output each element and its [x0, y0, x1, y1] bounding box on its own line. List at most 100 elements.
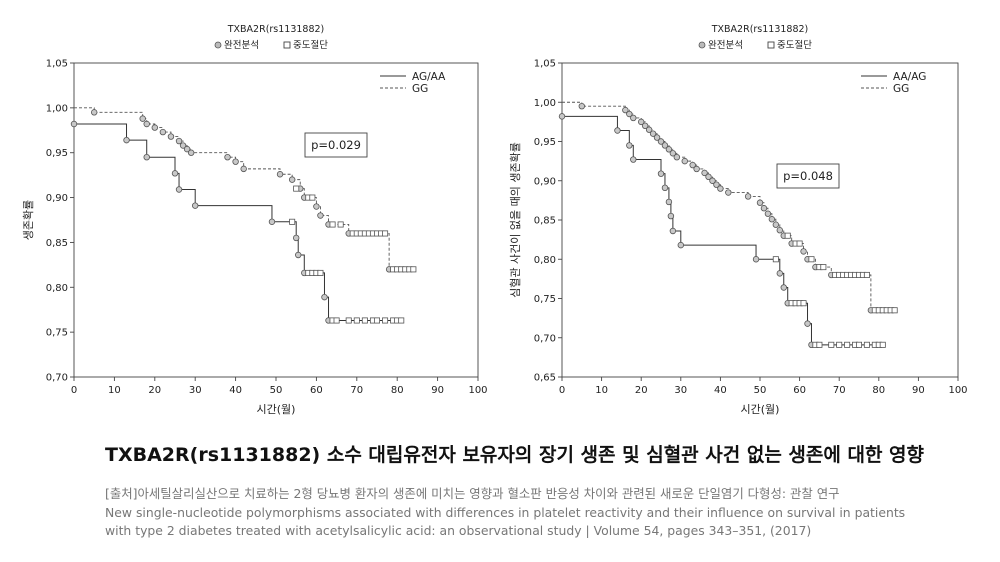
legend-series-label: GG: [412, 83, 428, 95]
legend-censored-label: 중도절단: [777, 39, 812, 51]
censored-point: [796, 240, 803, 247]
complete-point: [637, 118, 645, 126]
y-tick-label: 1,05: [534, 59, 556, 70]
complete-point: [313, 203, 320, 210]
x-tick-label: 100: [468, 385, 487, 396]
x-tick-label: 100: [948, 385, 967, 396]
complete-point: [661, 142, 669, 149]
complete-point: [665, 198, 673, 206]
complete-point: [159, 128, 167, 136]
censored-marker-icon: [767, 41, 775, 49]
complete-point: [772, 221, 780, 228]
complete-point: [295, 251, 302, 259]
x-tick-label: 70: [833, 385, 846, 396]
censored-point: [863, 271, 870, 278]
y-axis-label: 심혈관 사건이 없을 때의 생존확률: [508, 142, 522, 298]
censored-point: [836, 341, 843, 348]
complete-point: [752, 256, 760, 263]
x-tick-label: 70: [350, 385, 363, 396]
complete-point: [657, 138, 665, 145]
censored-point: [337, 221, 344, 228]
series-line-minor: [562, 115, 883, 346]
complete-point: [665, 146, 673, 153]
y-tick-label: 0,85: [46, 238, 68, 249]
complete-point: [768, 216, 776, 223]
plot-area: [73, 62, 479, 378]
y-tick-label: 0,90: [534, 176, 556, 187]
x-tick-label: 20: [148, 385, 161, 396]
censored-point: [345, 317, 352, 324]
censored-point: [382, 230, 389, 237]
complete-point: [756, 199, 764, 206]
complete-point: [800, 248, 807, 255]
complete-point: [224, 153, 231, 161]
complete-point: [175, 186, 183, 193]
censored-point: [844, 341, 851, 348]
legend-complete-label: 완전분석: [708, 40, 743, 51]
x-tick-label: 10: [595, 385, 608, 396]
complete-point: [614, 127, 621, 134]
censored-point: [879, 341, 886, 348]
complete-point: [677, 241, 684, 249]
x-axis-label: 시간(월): [257, 403, 296, 416]
complete-point: [653, 134, 661, 141]
legend-series-label: AA/AG: [893, 71, 926, 83]
complete-point: [70, 120, 78, 128]
complete-point: [689, 161, 696, 169]
y-tick-label: 0,90: [46, 193, 68, 204]
x-tick-label: 40: [714, 385, 727, 396]
y-tick-label: 0,75: [534, 294, 556, 305]
x-tick-label: 10: [108, 385, 121, 396]
censored-point: [891, 307, 898, 314]
p-value-label: p=0.029: [311, 138, 361, 152]
source-line: [출처]아세틸살리실산으로 치료하는 2형 당뇨병 환자의 생존에 미치는 영향…: [105, 486, 840, 501]
censored-point: [784, 232, 791, 239]
complete-point: [717, 185, 724, 192]
complete-point: [139, 115, 146, 122]
complete-point: [268, 218, 276, 225]
censored-point: [333, 317, 340, 324]
complete-point: [171, 170, 179, 177]
complete-point: [317, 212, 324, 219]
complete-point: [744, 193, 752, 200]
complete-point: [669, 150, 677, 157]
p-value-box: [776, 163, 840, 189]
censored-point: [382, 317, 389, 324]
complete-point: [293, 234, 300, 242]
complete-point: [143, 120, 150, 128]
y-tick-label: 0,85: [534, 216, 556, 227]
y-tick-label: 1,05: [46, 59, 68, 70]
censored-point: [828, 341, 835, 348]
complete-point: [167, 133, 175, 140]
complete-point: [776, 270, 783, 277]
y-tick-label: 0,70: [46, 373, 68, 384]
legend-complete-label: 완전분석: [224, 40, 259, 51]
complete-point: [701, 169, 708, 177]
censored-marker-icon: [283, 41, 291, 49]
censored-point: [317, 269, 324, 276]
km-plot-left: TXBA2R(rs1131882) 완전분석 중도절단 0,70 0,75 0,80 0,8…: [22, 24, 488, 416]
x-tick-label: 50: [754, 385, 767, 396]
complete-point: [645, 126, 653, 133]
source-line: New single-nucleotide polymorphisms asso…: [105, 504, 906, 520]
censored-point: [398, 317, 405, 324]
censored-point: [772, 256, 779, 263]
complete-point: [673, 153, 681, 161]
x-tick-label: 30: [189, 385, 202, 396]
complete-point: [622, 106, 629, 114]
censored-point: [808, 256, 815, 263]
censored-point: [863, 341, 870, 348]
censored-point: [329, 221, 336, 228]
x-tick-label: 90: [912, 385, 925, 396]
complete-point: [630, 156, 637, 163]
complete-point: [232, 158, 239, 165]
censored-point: [361, 317, 368, 324]
legend-series-label: AG/AA: [412, 71, 446, 83]
y-tick-label: 0,80: [534, 255, 556, 266]
censored-point: [410, 266, 417, 273]
figure-title: TXBA2R(rs1131882) 소수 대립유전자 보유자의 장기 생존 및 …: [105, 444, 925, 466]
complete-point: [760, 205, 768, 212]
complete-point: [151, 124, 158, 131]
survival-chart-right: TXBA2R(rs1131882) 완전분석 중도절단 0,65 0,70 0,75 0,8…: [505, 18, 985, 423]
y-tick-label: 0,75: [46, 328, 68, 339]
